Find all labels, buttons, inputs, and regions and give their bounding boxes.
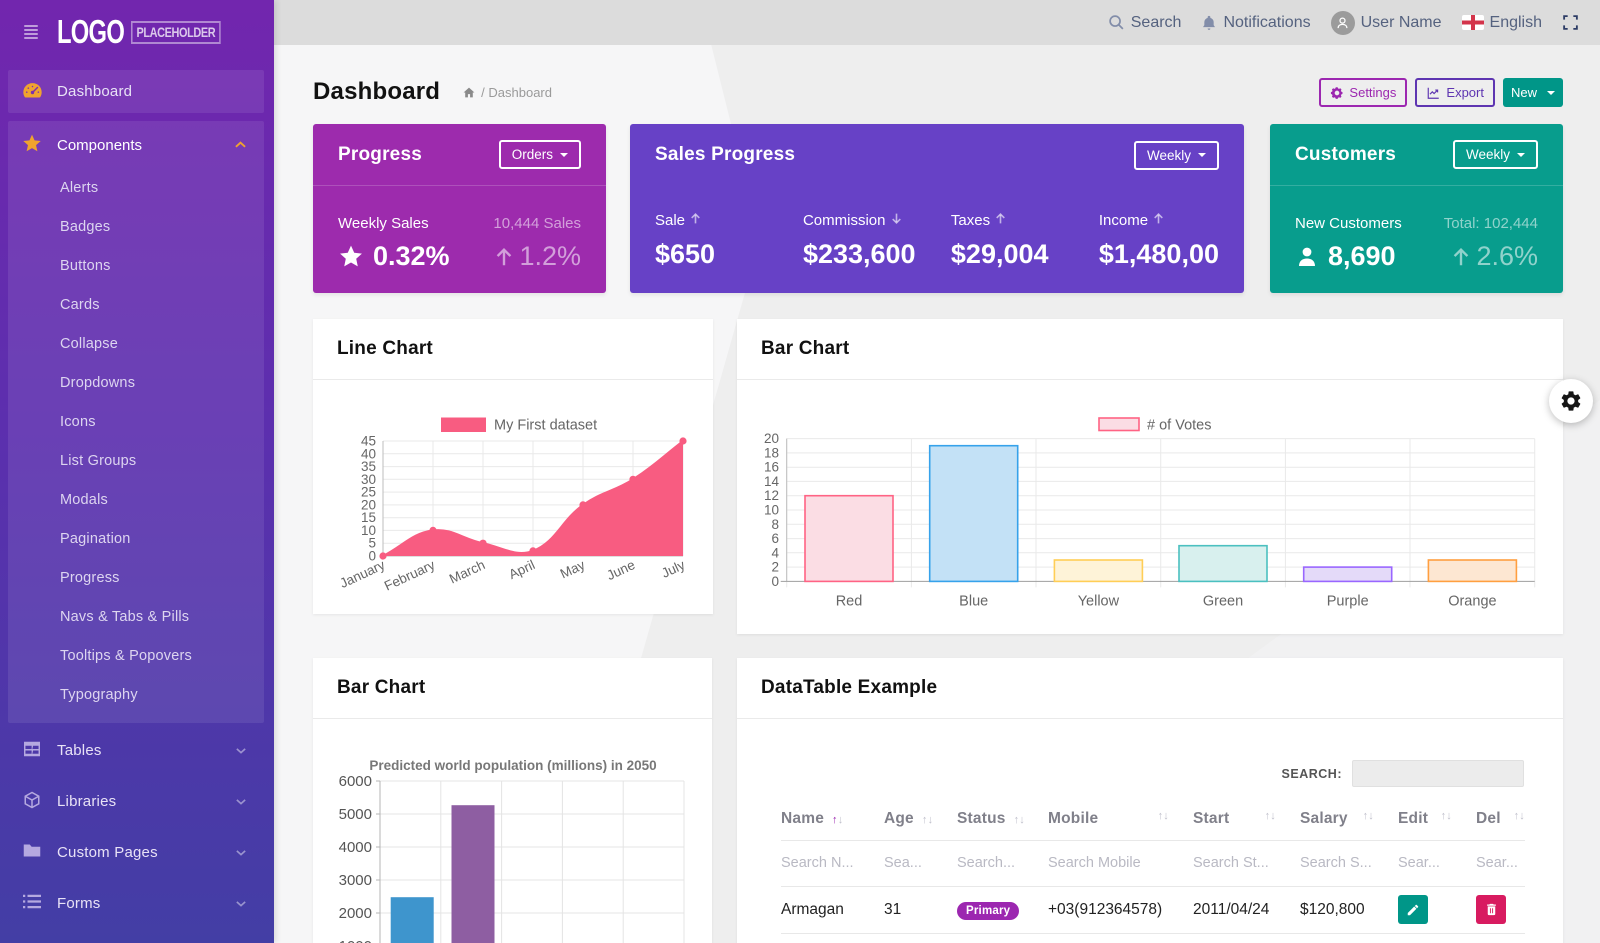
svg-text:2000: 2000 [339,905,372,922]
svg-text:January: January [337,557,387,591]
svg-text:18: 18 [764,445,779,460]
svg-text:# of Votes: # of Votes [1147,418,1212,434]
svg-text:4: 4 [771,545,779,560]
svg-text:My First dataset: My First dataset [494,418,597,434]
svg-text:July: July [659,557,687,581]
svg-text:March: March [447,557,487,586]
svg-text:5000: 5000 [339,806,372,823]
svg-text:20: 20 [361,497,376,512]
svg-text:Red: Red [836,593,863,609]
svg-text:5: 5 [368,536,376,551]
svg-text:2: 2 [771,560,779,575]
svg-text:10: 10 [764,503,779,518]
svg-text:20: 20 [764,431,779,446]
svg-text:12: 12 [764,488,779,503]
svg-text:0: 0 [771,574,779,589]
svg-text:June: June [604,557,637,583]
svg-text:Purple: Purple [1327,593,1369,609]
svg-text:February: February [382,557,438,594]
svg-text:Yellow: Yellow [1078,593,1120,609]
svg-text:Green: Green [1203,593,1243,609]
svg-text:25: 25 [361,485,376,500]
svg-text:40: 40 [361,446,376,461]
svg-text:4000: 4000 [339,839,372,856]
svg-text:14: 14 [764,474,780,489]
svg-text:Predicted world population (mi: Predicted world population (millions) in… [369,758,656,773]
svg-text:16: 16 [764,460,779,475]
svg-text:0: 0 [368,549,376,564]
svg-text:1000: 1000 [339,938,372,943]
svg-text:6: 6 [771,531,779,546]
svg-text:3000: 3000 [339,872,372,889]
svg-text:10: 10 [361,523,376,538]
svg-text:30: 30 [361,472,376,487]
svg-text:Blue: Blue [959,593,988,609]
svg-text:May: May [558,557,588,581]
svg-text:8: 8 [771,517,779,532]
svg-text:35: 35 [361,459,376,474]
svg-text:15: 15 [361,510,376,525]
svg-text:45: 45 [361,434,376,449]
svg-text:6000: 6000 [339,773,372,790]
svg-text:Orange: Orange [1448,593,1496,609]
svg-text:April: April [506,557,537,582]
